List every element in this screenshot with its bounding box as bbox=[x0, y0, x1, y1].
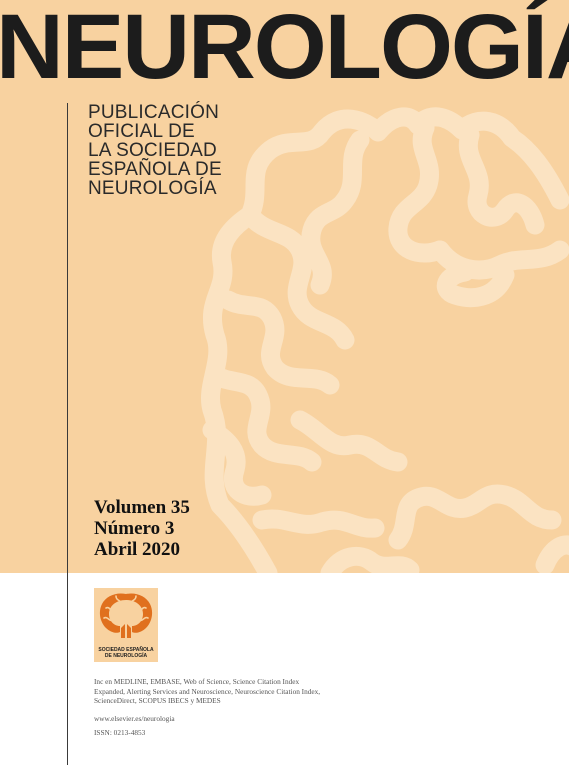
brain-gyri-illustration bbox=[201, 107, 569, 573]
subtitle-line: OFICIAL DE bbox=[88, 121, 195, 142]
issue-info: Volumen 35 Número 3 Abril 2020 bbox=[94, 497, 190, 560]
subtitle-line: PUBLICACIÓN bbox=[88, 102, 220, 123]
subtitle-line: NEUROLOGÍA bbox=[88, 178, 217, 199]
logo-caption-line: DE NEUROLOGÍA bbox=[104, 653, 148, 659]
society-logo: SOCIEDAD ESPAÑOLA DE NEUROLOGÍA bbox=[94, 588, 158, 662]
journal-title: NEUROLOGÍA bbox=[0, 0, 569, 98]
subtitle-line: LA SOCIEDAD bbox=[88, 140, 217, 161]
journal-subtitle: PUBLICACIÓN OFICIAL DE LA SOCIEDAD ESPAÑ… bbox=[88, 103, 348, 198]
issue-volume: Volumen 35 bbox=[94, 497, 190, 518]
society-logo-caption: SOCIEDAD ESPAÑOLA DE NEUROLOGÍA bbox=[94, 647, 158, 659]
logo-caption-line: SOCIEDAD ESPAÑOLA bbox=[98, 647, 154, 653]
subtitle-line: ESPAÑOLA DE bbox=[88, 159, 222, 180]
brain-logo-icon bbox=[99, 593, 153, 638]
issue-date: Abril 2020 bbox=[94, 539, 181, 560]
indexing-info: Inc en MEDLINE, EMBASE, Web of Science, … bbox=[94, 677, 321, 705]
website-link[interactable]: www.elsevier.es/neurologia bbox=[94, 714, 175, 723]
cover-top-panel: NEUROLOGÍA PUBLICACIÓN OFICIAL DE LA SOC… bbox=[0, 0, 569, 573]
vertical-divider bbox=[67, 103, 68, 765]
issn-number: ISSN: 0213-4853 bbox=[94, 728, 146, 737]
issue-number: Número 3 bbox=[94, 518, 175, 539]
